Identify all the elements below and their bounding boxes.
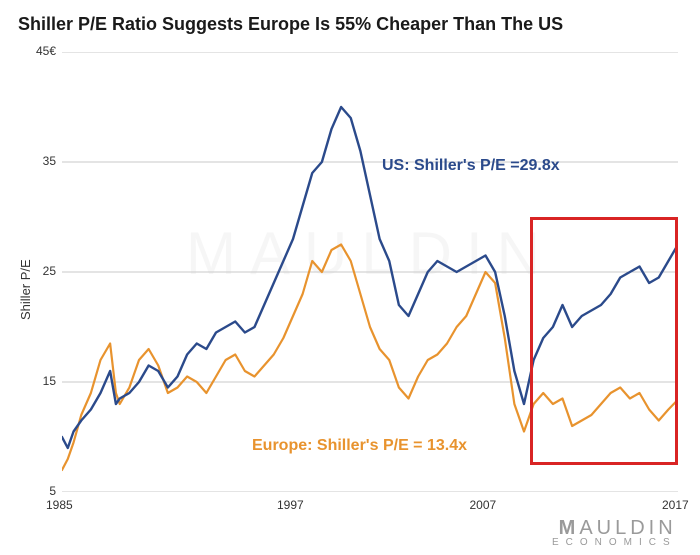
brand-line1: MAULDIN — [552, 518, 677, 538]
chart-title: Shiller P/E Ratio Suggests Europe Is 55%… — [18, 14, 563, 35]
series-us — [62, 107, 678, 448]
y-tick-label: 5 — [28, 484, 56, 498]
gridlines — [62, 52, 678, 492]
plot-svg — [62, 52, 678, 492]
y-tick-label: 15 — [28, 374, 56, 388]
us-series-label: US: Shiller's P/E =29.8x — [382, 157, 560, 175]
brand-logo: MAULDIN ECONOMICS — [552, 518, 677, 548]
x-tick-label: 2017 — [662, 498, 689, 512]
x-tick-label: 1985 — [46, 498, 73, 512]
europe-series-label: Europe: Shiller's P/E = 13.4x — [252, 437, 467, 455]
plot-area: MAULDIN US: Shiller's P/E =29.8x Europe:… — [62, 52, 678, 492]
brand-line2: ECONOMICS — [552, 538, 677, 548]
x-tick-label: 2007 — [470, 498, 497, 512]
y-tick-label: 25 — [28, 264, 56, 278]
x-tick-label: 1997 — [277, 498, 304, 512]
y-tick-label: 35 — [28, 154, 56, 168]
y-tick-label: 45€ — [28, 44, 56, 58]
chart-container: { "title": { "text": "Shiller P/E Ratio … — [0, 0, 700, 555]
